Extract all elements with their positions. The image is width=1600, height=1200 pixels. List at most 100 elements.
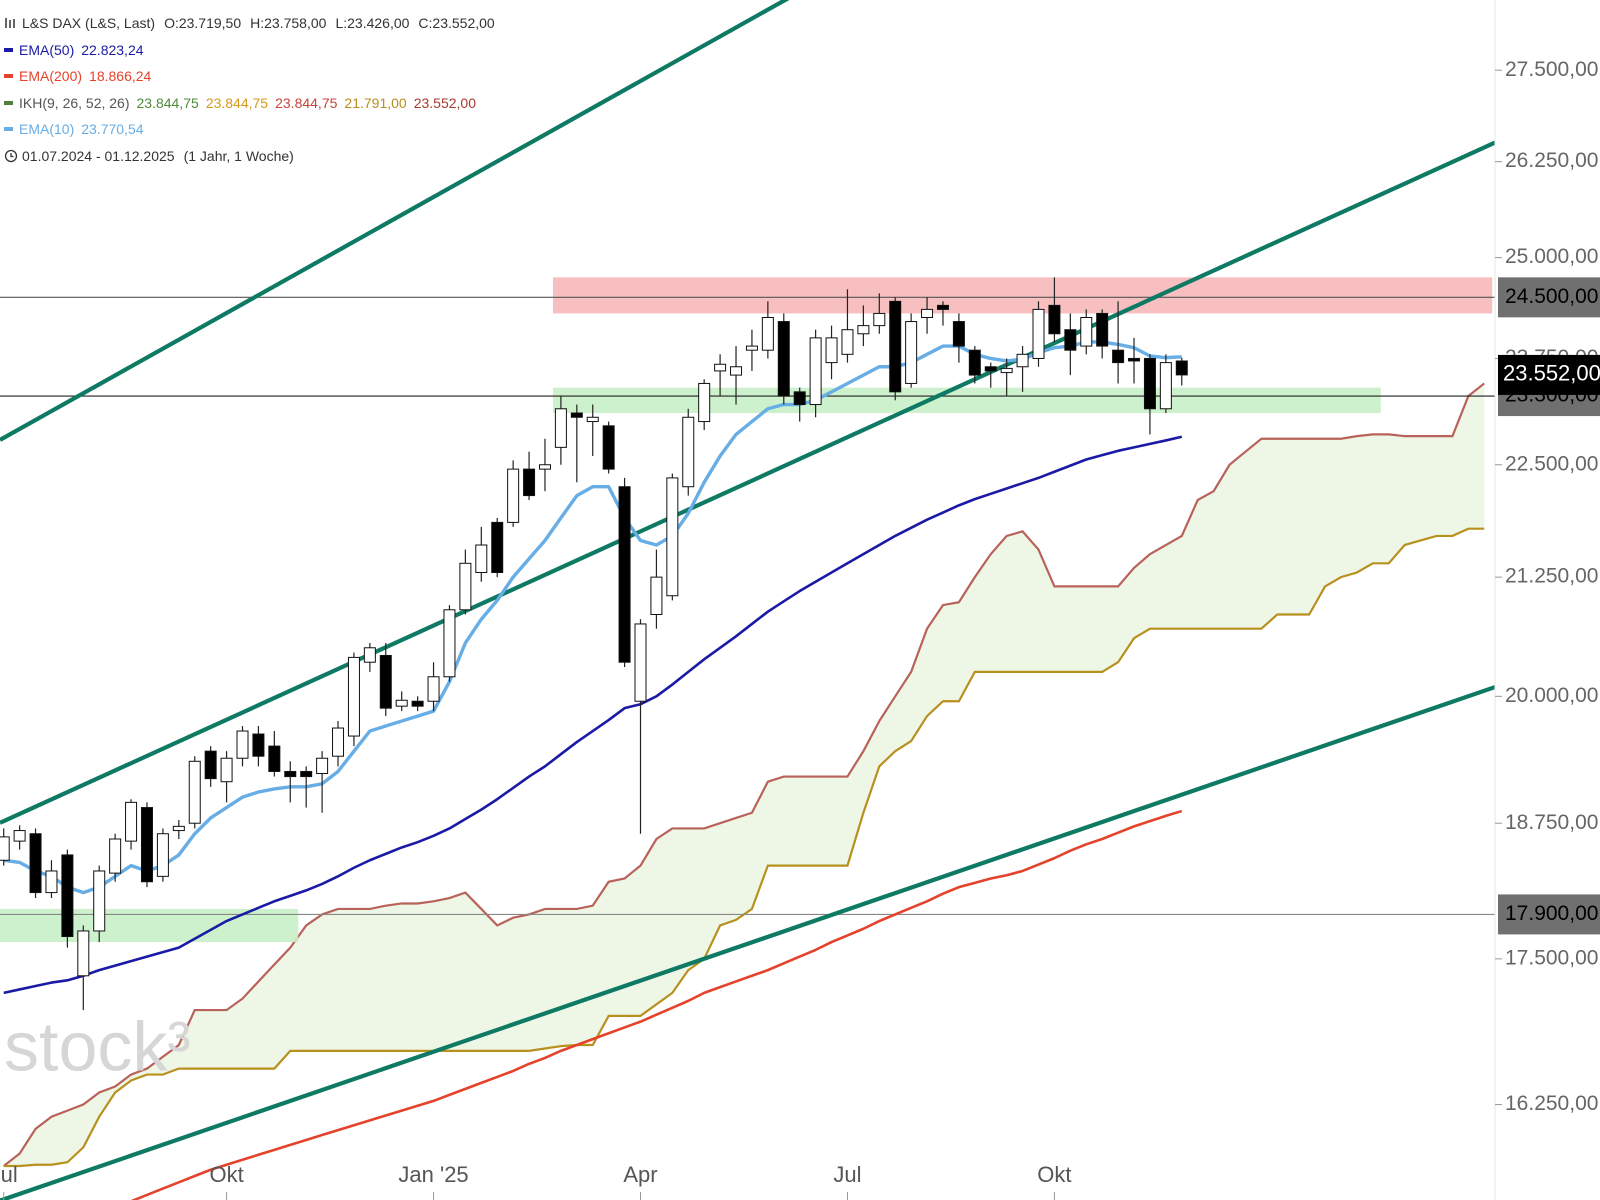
level-label-box (1498, 277, 1600, 318)
last-price-label: 23.552,00 (1503, 361, 1600, 386)
candle-body (809, 337, 822, 406)
legend-row: IKH(9, 26, 52, 26) 23.844,75 23.844,75 23.8… (4, 90, 495, 117)
ema-line (3, 340, 1182, 895)
zone (552, 387, 1381, 414)
candle-body (300, 770, 313, 778)
y-tick-label: 25.000,00 (1505, 245, 1598, 268)
candle-body (1080, 316, 1093, 347)
candle-body (1128, 357, 1141, 362)
candle-body (602, 425, 615, 470)
trendline (0, 140, 1495, 825)
trendline (0, 685, 1495, 1200)
candle-body (109, 838, 122, 874)
candle-body (793, 391, 806, 406)
zone (552, 277, 1493, 314)
candle-body (586, 416, 599, 423)
candle-body (45, 870, 58, 894)
candle-body (427, 676, 440, 702)
legend-row: EMA(10) 23.770,54 (4, 116, 495, 143)
level-label: 24.500,00 (1505, 285, 1598, 308)
candle-body (1064, 329, 1077, 351)
candle-body (1159, 362, 1172, 410)
cloud-line (3, 382, 1485, 1167)
legend-value: 18.866,24 (89, 68, 152, 84)
candle-body (857, 325, 870, 335)
candle-body (0, 836, 10, 861)
ohlc-value: 23.758,00 (264, 15, 327, 31)
candle-body (252, 733, 265, 757)
candle-body (873, 312, 886, 327)
y-tick-label: 27.500,00 (1505, 58, 1598, 81)
candle-body (93, 870, 106, 932)
legend-row: EMA(200) 18.866,24 (4, 63, 495, 90)
candle-body (889, 300, 902, 393)
legend-value: 23.844,75 (205, 94, 269, 111)
candle-body (968, 349, 981, 376)
x-tick-label: Jul (833, 1162, 861, 1187)
candle-body (363, 647, 376, 663)
candle-body (332, 727, 345, 757)
legend-name: EMA(200) (19, 68, 83, 84)
x-tick-label: Jan '25 (398, 1162, 468, 1187)
ohlc-label: C: (418, 15, 433, 31)
instrument-title: L&S DAX (L&S, Last) (22, 15, 156, 31)
candle-body (1032, 308, 1045, 359)
legend-value: 23.844,75 (275, 94, 338, 111)
candle-body (172, 825, 185, 832)
candle-body (475, 544, 488, 574)
cloud-fill (3, 383, 1485, 1166)
y-tick-label: 17.500,00 (1505, 946, 1598, 969)
ohlc-label: O: (164, 15, 179, 31)
candle-body (825, 337, 838, 364)
legend-value: 23.844,75 (136, 94, 199, 111)
candle-body (761, 316, 774, 351)
candle-body (952, 321, 965, 347)
candle-body (1112, 349, 1125, 364)
y-tick-label: 21.250,00 (1505, 565, 1598, 588)
level-label-box (1498, 894, 1600, 935)
legend-value: 23.552,00 (413, 94, 476, 111)
candle-body (77, 930, 90, 977)
candle-body (554, 408, 567, 448)
candle-body (730, 366, 743, 376)
ohlc-legend: O:23.719,50 H:23.758,00 L:23.426,00 C:23.55… (155, 10, 495, 37)
candle-body (905, 321, 918, 384)
candle-body (140, 807, 153, 883)
candle-body (1016, 353, 1029, 368)
period: 01.07.2024 - 01.12.2025 (22, 147, 175, 164)
candle-body (523, 468, 536, 497)
candle-body (841, 329, 854, 355)
candle-body (188, 760, 201, 824)
candle-body (284, 770, 297, 778)
y-tick-label: 22.500,00 (1505, 452, 1598, 475)
chart-icon (5, 18, 15, 29)
candle-body (125, 801, 138, 842)
legend-value: 23.770,54 (81, 121, 144, 137)
last-price-box (1498, 354, 1600, 395)
ema-line (3, 435, 1183, 995)
candle-body (650, 576, 663, 615)
legend-value: 21.791,00 (344, 94, 407, 111)
candle-body (666, 477, 679, 597)
legend-swatch (4, 100, 13, 105)
candle-body (1000, 367, 1013, 374)
candle-body (379, 654, 392, 709)
legend-row: 01.07.2024 - 01.12.2025 (1 Jahr, 1 Woche… (4, 143, 495, 170)
candle-body (936, 304, 949, 310)
candle-body (459, 562, 472, 611)
watermark: stock³ (4, 1007, 191, 1085)
legend-name: EMA(10) (19, 121, 75, 137)
candle-body (220, 757, 233, 783)
level-label: 17.900,00 (1505, 902, 1598, 925)
ema-line (130, 809, 1183, 1200)
legend: L&S DAX (L&S, Last) O:23.719,50 H:23.758,… (4, 10, 495, 169)
candle-body (682, 416, 695, 488)
legend-row: EMA(50) 22.823,24 (4, 37, 495, 64)
legend-row: L&S DAX (L&S, Last) O:23.719,50 H:23.758,… (4, 10, 495, 37)
trendline (0, 0, 790, 442)
candle-body (236, 730, 249, 759)
candle-body (61, 854, 74, 938)
candle-body (204, 750, 217, 780)
